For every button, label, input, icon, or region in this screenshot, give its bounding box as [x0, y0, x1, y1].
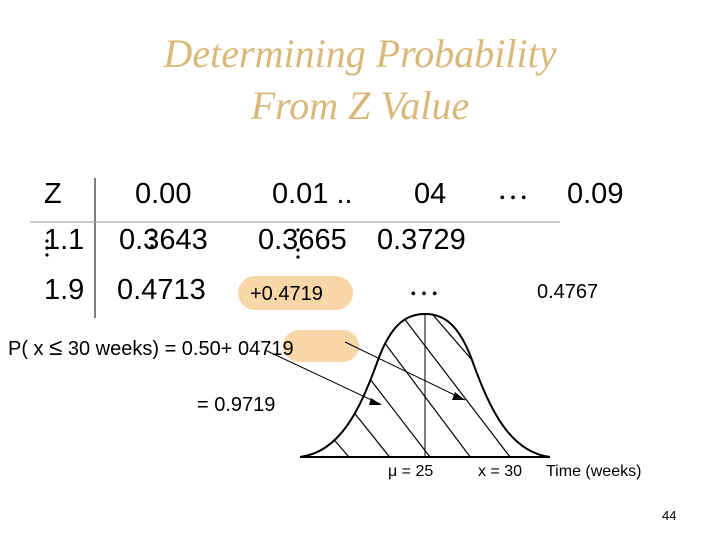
- slide-title-line1: Determining Probability: [163, 31, 557, 76]
- equation-highlight: [283, 330, 359, 362]
- row1-04: 0.3729: [377, 224, 466, 256]
- row1-z: 1.1: [44, 224, 85, 256]
- row1-0-00: 0.3643: [119, 224, 208, 256]
- slide-title-line2: From Z Value: [250, 83, 470, 128]
- x-label: x = 30: [478, 463, 523, 480]
- row2-ellipsis: …: [408, 266, 440, 302]
- leq-symbol: ≤: [49, 334, 63, 361]
- row2-0-00: 0.4713: [117, 274, 206, 306]
- row2-0-09: 0.4767: [537, 281, 599, 303]
- axis-label: Time (weeks): [546, 463, 642, 480]
- row2-z: 1.9: [44, 274, 85, 306]
- probability-equation: P( x ≤ 30 weeks) = 0.50+ 04719: [8, 336, 294, 361]
- header-0-00: 0.00: [135, 178, 192, 210]
- row1-0-01: 0.3665: [258, 224, 347, 256]
- header-04: 04: [414, 178, 447, 210]
- arrow-head-1: [452, 392, 465, 400]
- equation-suffix: 30 weeks) = 0.50+: [67, 338, 233, 360]
- equation-highlight-value: 04719: [237, 338, 294, 360]
- header-0-01: 0.01 ..: [272, 178, 353, 210]
- row2-0-01: +0.4719: [250, 283, 323, 305]
- z-column-header: Z: [44, 178, 62, 210]
- equation-result: = 0.9719: [197, 394, 276, 416]
- arrow-from-equation: [264, 349, 381, 405]
- arrow-from-table: [344, 341, 466, 401]
- equation-prefix: P( x: [8, 338, 44, 360]
- row2-highlight: [238, 276, 353, 310]
- arrow-head-2: [369, 398, 382, 405]
- page-number: 44: [662, 508, 677, 523]
- mu-label: μ = 25: [388, 463, 434, 480]
- header-0-09: 0.09: [567, 178, 624, 210]
- header-ellipsis: …: [497, 170, 529, 206]
